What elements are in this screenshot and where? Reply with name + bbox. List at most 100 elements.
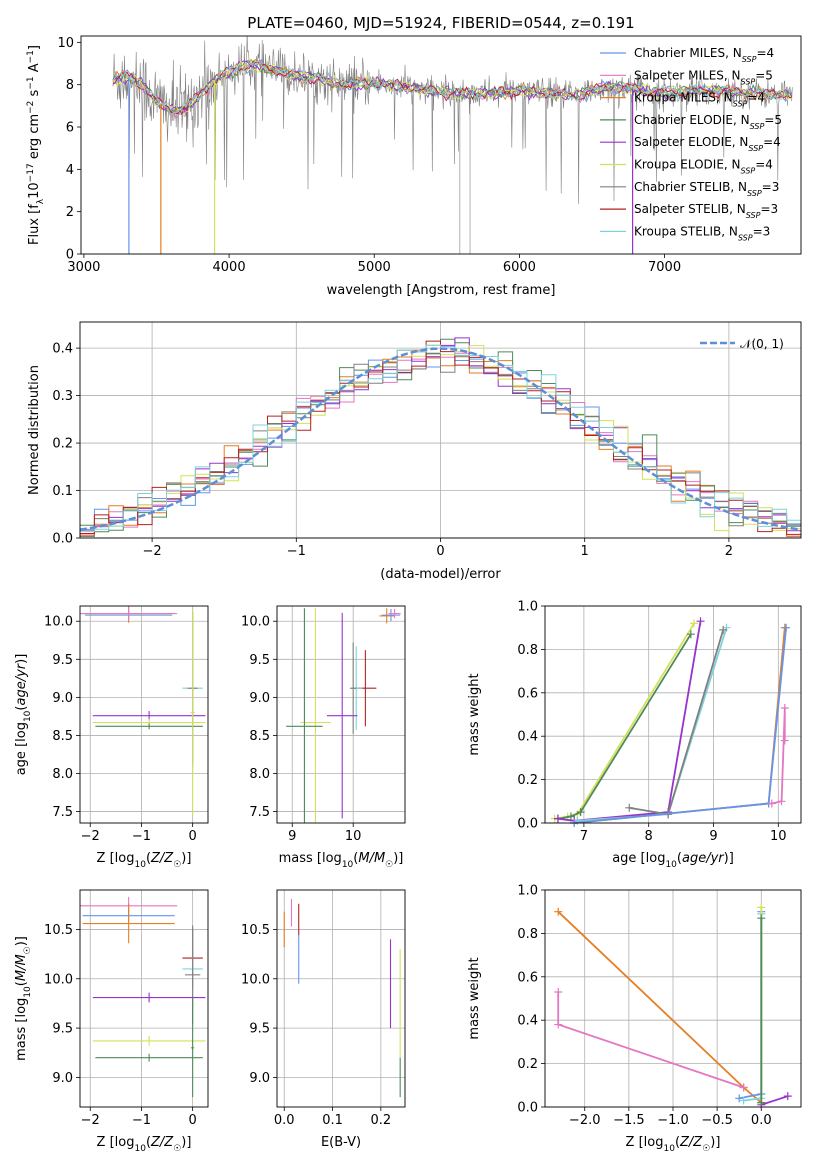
weight_vs_Z-ylabel: mass weight xyxy=(467,957,482,1039)
weight-marker xyxy=(739,1096,748,1105)
legend-entry: 𝒩(0, 1) xyxy=(740,337,784,351)
x-tick-label: −1 xyxy=(132,1113,151,1128)
x-tick-label: 5000 xyxy=(358,260,391,275)
y-tick-label: 0.3 xyxy=(52,389,73,404)
weight-line-kroupa_stelib xyxy=(743,913,763,1102)
legend-entry: Kroupa MILES, NSSP=4 xyxy=(634,91,765,109)
y-tick-label: 0.6 xyxy=(517,686,538,701)
x-tick-label: 1 xyxy=(581,544,589,559)
y-tick-label: 8.0 xyxy=(52,767,73,782)
weight-line-chabrier_elodie xyxy=(557,633,692,820)
x-tick-label: 0.2 xyxy=(371,1113,392,1128)
residuals-frame xyxy=(79,321,802,539)
y-tick-label: 0.2 xyxy=(517,773,538,788)
y-tick-label: 9.0 xyxy=(52,1071,73,1086)
age_vs_Z-ylabel: age [log10(age/yr)] xyxy=(14,654,33,776)
x-tick-label: −0.5 xyxy=(701,1113,733,1128)
y-tick-label: 10.0 xyxy=(241,615,270,630)
weight-marker xyxy=(783,1092,792,1101)
y-tick-label: 7.5 xyxy=(52,805,73,820)
weight-marker xyxy=(777,797,786,806)
weight-marker xyxy=(625,803,634,812)
weight-marker xyxy=(554,1020,563,1029)
y-tick-label: 9.0 xyxy=(249,691,270,706)
model-spectrum-kroupa_elodie xyxy=(112,60,793,118)
x-tick-label: 0.0 xyxy=(274,1113,295,1128)
x-tick-label: 0 xyxy=(188,1113,196,1128)
residuals-xlabel: (data-model)/error xyxy=(380,567,501,582)
weight-line-kroupa_miles xyxy=(557,911,762,1104)
x-tick-label: 2 xyxy=(725,544,733,559)
spectrum-frame xyxy=(80,35,802,255)
age_vs_Z-frame xyxy=(79,605,209,824)
legend-entry: Chabrier STELIB, NSSP=3 xyxy=(634,180,779,198)
y-tick-label: 10.5 xyxy=(241,923,270,938)
weight-line-salpeter_elodie xyxy=(761,1095,789,1106)
age_vs_mass-frame xyxy=(276,605,406,824)
x-tick-label: 0 xyxy=(436,544,444,559)
x-tick-label: −2 xyxy=(81,1113,100,1128)
model-spectrum-chabrier_elodie xyxy=(112,59,792,113)
weight-marker xyxy=(782,623,791,632)
age_vs_mass-axes: 9 10 7.5 8.0 8.5 9.0 9.5 10.0 xyxy=(241,606,405,844)
mass_vs_ebv-frame xyxy=(276,889,406,1108)
x-tick-label: 6000 xyxy=(503,260,536,275)
y-tick-label: 0.2 xyxy=(517,1057,538,1072)
spectrum-axes: 3000 4000 5000 6000 7000 0 2 4 6 8 10 xyxy=(57,36,681,275)
x-tick-label: 0.1 xyxy=(322,1113,343,1128)
y-tick-label: 9.5 xyxy=(249,653,270,668)
observed-spectrum-line xyxy=(112,36,793,204)
weight-marker xyxy=(719,625,728,634)
weight-marker xyxy=(780,703,789,712)
mass_vs_Z-points xyxy=(80,896,206,1098)
weight-line-kroupa_stelib xyxy=(577,627,728,822)
x-tick-label: 8 xyxy=(645,829,653,844)
weight-marker xyxy=(566,812,575,821)
mass_vs_Z-xlabel: Z [log10(Z/Z☉)] xyxy=(97,1135,192,1154)
weight-marker xyxy=(554,907,563,916)
weight-marker xyxy=(739,1083,748,1092)
residual-histogram-kroupa_stelib xyxy=(80,344,801,532)
weight-marker xyxy=(757,1098,766,1107)
spectrum-legend: Chabrier MILES, NSSP=4 Salpeter MILES, NS… xyxy=(600,46,782,242)
weight-marker xyxy=(757,914,766,923)
spectrum-title: PLATE=0460, MJD=51924, FIBERID=0544, z=0… xyxy=(247,14,634,32)
weight-line-salpeter_miles xyxy=(557,992,744,1089)
weight_vs_age-xlabel: age [log10(age/yr)] xyxy=(612,851,734,870)
y-tick-label: 10.0 xyxy=(241,972,270,987)
weight_vs_age-series xyxy=(550,617,791,827)
y-tick-label: 0.8 xyxy=(517,643,538,658)
y-tick-label: 0.1 xyxy=(52,484,73,499)
legend-entry: Salpeter STELIB, NSSP=3 xyxy=(634,202,778,220)
y-tick-label: 10 xyxy=(57,36,74,51)
weight_vs_age-frame xyxy=(544,605,802,824)
weight-marker xyxy=(686,630,695,639)
y-tick-label: 1.0 xyxy=(517,600,538,615)
y-tick-label: 9.5 xyxy=(52,653,73,668)
model-spectrum-kroupa_stelib xyxy=(112,61,793,115)
y-tick-label: 8 xyxy=(66,78,74,93)
residual-histogram-chabrier_stelib xyxy=(80,353,801,537)
weight-marker xyxy=(554,987,563,996)
weight-line-chabrier_miles xyxy=(739,911,763,1100)
age_vs_Z-xlabel: Z [log10(Z/Z☉)] xyxy=(97,851,192,870)
weight-line-kroupa_miles xyxy=(574,627,786,824)
mass_vs_ebv-axes: 0.0 0.1 0.2 9.0 9.5 10.0 10.5 xyxy=(241,890,405,1128)
x-tick-label: 9 xyxy=(709,829,717,844)
y-tick-label: 0.6 xyxy=(517,970,538,985)
mass_vs_Z-frame xyxy=(79,889,209,1108)
y-tick-label: 0.4 xyxy=(52,342,73,357)
mass_vs_ebv-xlabel: E(B-V) xyxy=(321,1135,361,1150)
x-tick-label: 10 xyxy=(770,829,787,844)
spectrum-ylabel: Flux [fλ10−17 erg cm−2 s−1 A−1] xyxy=(26,45,46,245)
age_vs_Z-axes: −2 −1 0 7.5 8.0 8.5 9.0 9.5 10.0 xyxy=(44,606,208,844)
weight-marker xyxy=(576,808,585,817)
y-tick-label: 9.5 xyxy=(249,1022,270,1037)
mass_vs_Z-ylabel: mass [log10(M/M☉)] xyxy=(14,936,33,1061)
y-tick-label: 0.8 xyxy=(517,927,538,942)
weight-line-chabrier_miles xyxy=(574,627,787,824)
x-tick-label: 9 xyxy=(288,829,296,844)
residuals-legend: 𝒩(0, 1) xyxy=(700,337,784,351)
y-tick-label: 2 xyxy=(66,205,74,220)
legend-entry: Kroupa STELIB, NSSP=3 xyxy=(634,224,770,242)
